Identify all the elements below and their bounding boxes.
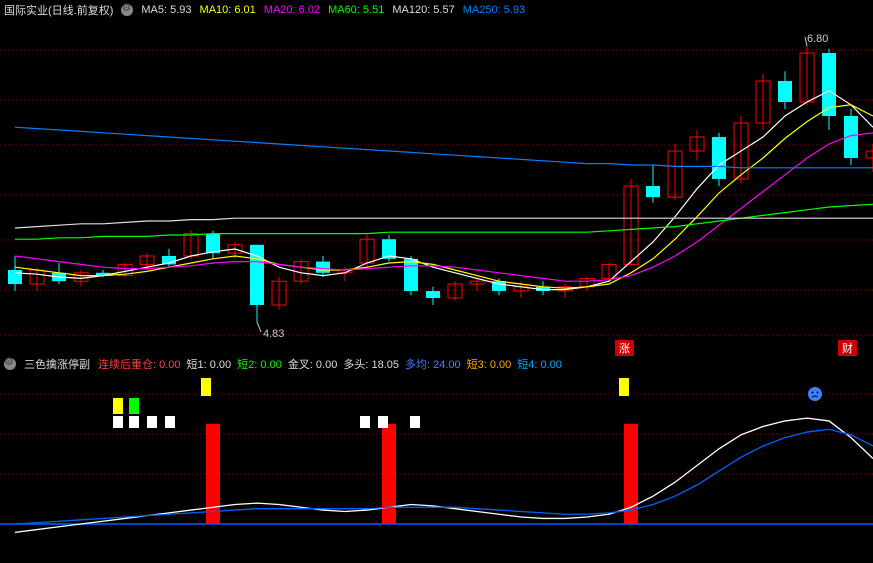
gear-icon[interactable] (4, 358, 16, 370)
gear-icon[interactable] (121, 4, 133, 16)
ma-label: MA120: 5.57 (392, 4, 454, 16)
sub-chart-header: 三色擒涨停副 连续后重仓: 0.00 短1: 0.00 短2: 0.00 金叉: 0.… (4, 356, 568, 372)
ma-label: MA20: 6.02 (264, 4, 320, 16)
sub-label: 短2: 0.00 (237, 359, 282, 371)
badge-cai: 财 (838, 340, 857, 356)
ma-label: MA5: 5.93 (141, 4, 191, 16)
stock-title: 国际实业(日线.前复权) (4, 2, 113, 18)
sub-label: 短4: 0.00 (517, 359, 562, 371)
chart-container: 国际实业(日线.前复权) MA5: 5.93 MA10: 6.01 MA20: 6.… (0, 0, 873, 563)
sub-label: 短1: 0.00 (187, 359, 232, 371)
main-candle-chart[interactable]: 国际实业(日线.前复权) MA5: 5.93 MA10: 6.01 MA20: 6.… (0, 0, 873, 354)
main-chart-header: 国际实业(日线.前复权) MA5: 5.93 MA10: 6.01 MA20: 6.… (4, 2, 533, 18)
sub-label: 短3: 0.00 (467, 359, 512, 371)
ma-label: MA60: 5.51 (328, 4, 384, 16)
ma-label: MA250: 5.93 (463, 4, 525, 16)
sub-label: 多头: 18.05 (343, 359, 399, 371)
ma-legend: MA5: 5.93 MA10: 6.01 MA20: 6.02 MA60: 5.51 M… (141, 4, 533, 16)
sub-chart-svg (0, 354, 873, 563)
low-price-label: 4.83 (263, 328, 284, 340)
sub-label: 多均: 24.00 (405, 359, 461, 371)
main-chart-svg (0, 0, 873, 354)
sub-label: 金叉: 0.00 (288, 359, 338, 371)
ma-label: MA10: 6.01 (200, 4, 256, 16)
badge-zhang: 涨 (615, 340, 634, 356)
sub-legend: 连续后重仓: 0.00 短1: 0.00 短2: 0.00 金叉: 0.00 多头: 1… (98, 356, 568, 372)
sub-indicator-chart[interactable]: 三色擒涨停副 连续后重仓: 0.00 短1: 0.00 短2: 0.00 金叉: 0.… (0, 354, 873, 563)
sub-label: 连续后重仓: 0.00 (98, 359, 181, 371)
sub-title: 三色擒涨停副 (24, 356, 90, 372)
high-price-label: 6.80 (807, 33, 828, 45)
